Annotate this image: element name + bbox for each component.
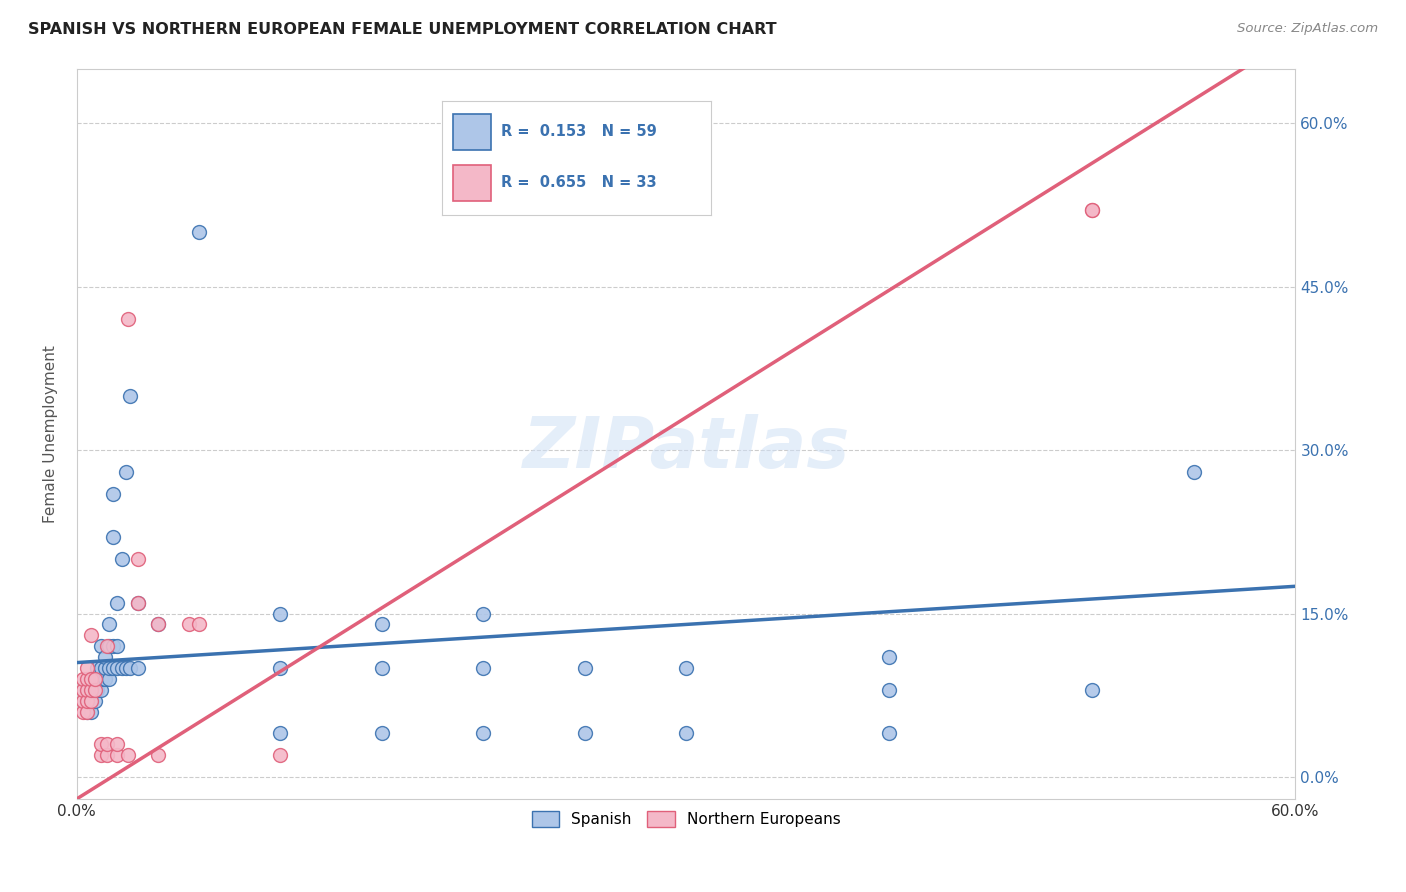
Point [107,596,129,610]
Point [1081,682,1104,697]
Point [90,737,112,751]
Point [90,672,112,686]
Point [103,661,125,675]
Point [80,682,103,697]
Point [107,639,129,653]
Point [76,672,98,686]
Point [98,639,121,653]
Point [877,682,900,697]
Point [1182,465,1205,479]
Point [146,617,169,632]
Point [675,661,697,675]
Point [472,726,495,740]
Point [94,650,117,665]
Point [877,650,900,665]
Point [84,682,107,697]
Point [370,617,392,632]
Point [96,737,118,751]
Point [269,726,291,740]
Point [98,661,121,675]
Point [76,682,98,697]
Point [269,607,291,621]
Point [76,661,98,675]
Point [96,748,118,763]
Point [86,682,108,697]
Point [177,617,200,632]
Point [84,682,107,697]
Point [94,661,117,675]
Point [90,682,112,697]
Point [98,672,121,686]
Point [114,465,136,479]
Point [76,694,98,708]
Point [86,661,108,675]
Point [80,672,103,686]
Point [877,726,900,740]
Point [72,682,94,697]
Point [107,737,129,751]
Point [370,661,392,675]
Point [84,672,107,686]
Point [90,661,112,675]
Point [472,661,495,675]
Point [84,672,107,686]
Text: Source: ZipAtlas.com: Source: ZipAtlas.com [1237,22,1378,36]
Point [110,661,132,675]
Point [110,552,132,566]
Point [107,661,129,675]
Point [370,726,392,740]
Point [472,607,495,621]
Point [76,705,98,719]
Point [76,705,98,719]
Point [86,672,108,686]
Point [96,639,118,653]
Point [146,617,169,632]
Point [118,661,141,675]
Point [269,661,291,675]
Point [574,726,596,740]
Point [107,748,129,763]
Point [80,682,103,697]
Point [84,694,107,708]
Point [80,705,103,719]
Point [94,672,117,686]
Point [117,748,139,763]
Legend: Spanish, Northern Europeans: Spanish, Northern Europeans [524,804,848,835]
Point [675,726,697,740]
Point [127,661,149,675]
Point [127,552,149,566]
Point [72,705,94,719]
Point [187,225,209,239]
Point [72,672,94,686]
Point [103,486,125,500]
Point [118,388,141,402]
Point [117,312,139,326]
Point [574,661,596,675]
Point [1081,203,1104,218]
Point [98,617,121,632]
Point [80,694,103,708]
Point [72,694,94,708]
Point [103,639,125,653]
Point [1081,203,1104,218]
Point [90,639,112,653]
Point [103,530,125,544]
Point [76,694,98,708]
Point [187,617,209,632]
Point [269,748,291,763]
Text: SPANISH VS NORTHERN EUROPEAN FEMALE UNEMPLOYMENT CORRELATION CHART: SPANISH VS NORTHERN EUROPEAN FEMALE UNEM… [28,22,776,37]
Point [114,661,136,675]
Point [146,748,169,763]
Point [80,628,103,642]
Point [127,596,149,610]
Text: ZIPatlas: ZIPatlas [523,414,849,483]
Point [90,748,112,763]
Y-axis label: Female Unemployment: Female Unemployment [44,344,58,523]
Point [80,694,103,708]
Point [76,682,98,697]
Point [80,672,103,686]
Point [127,596,149,610]
